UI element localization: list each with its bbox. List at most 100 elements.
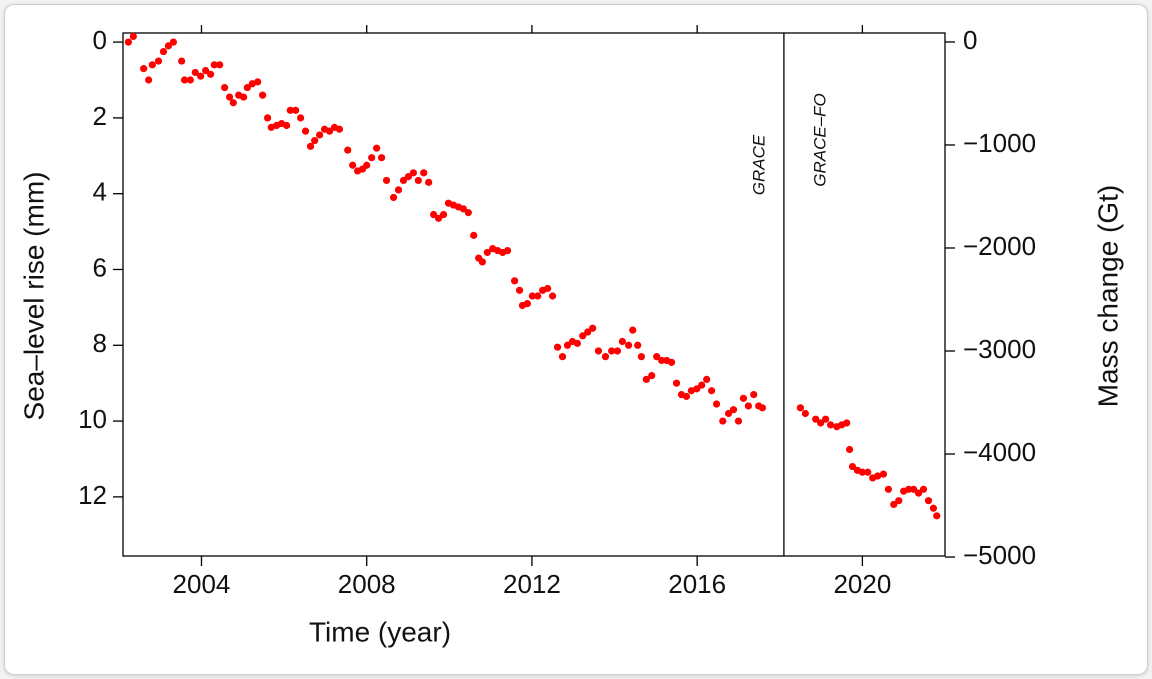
data-point bbox=[843, 419, 851, 427]
data-point bbox=[884, 485, 893, 493]
data-point bbox=[874, 472, 882, 480]
data-point bbox=[414, 176, 422, 185]
data-point bbox=[409, 169, 417, 177]
data-point bbox=[553, 343, 562, 351]
data-point bbox=[910, 485, 918, 493]
data-point bbox=[608, 347, 616, 355]
data-point bbox=[180, 76, 189, 84]
data-point bbox=[744, 402, 752, 410]
data-point bbox=[430, 210, 438, 219]
data-point bbox=[919, 485, 928, 493]
data-point bbox=[648, 372, 656, 380]
data-point bbox=[624, 341, 633, 349]
data-point bbox=[864, 468, 872, 476]
data-point bbox=[124, 38, 132, 46]
data-point bbox=[845, 445, 854, 454]
data-point bbox=[642, 375, 650, 383]
data-point bbox=[282, 121, 291, 130]
data-point bbox=[548, 292, 557, 300]
data-point bbox=[286, 106, 294, 114]
data-point bbox=[613, 347, 622, 355]
frame bbox=[4, 4, 1148, 675]
annotation: GRACE–FO bbox=[810, 93, 829, 187]
x-axis-title: Time (year) bbox=[309, 616, 451, 647]
data-point bbox=[259, 91, 267, 99]
data-point bbox=[682, 392, 691, 401]
data-point bbox=[534, 292, 542, 300]
data-point bbox=[719, 417, 727, 425]
data-point bbox=[703, 375, 711, 383]
data-point bbox=[154, 57, 163, 65]
y-tick-label: 6 bbox=[93, 252, 107, 282]
data-point bbox=[197, 72, 205, 80]
data-point bbox=[425, 178, 433, 186]
x-tick-label: 2016 bbox=[668, 569, 726, 599]
data-point bbox=[404, 173, 413, 181]
data-point bbox=[905, 485, 913, 493]
data-point bbox=[826, 421, 835, 429]
y2-tick-label: −1000 bbox=[963, 128, 1036, 158]
x-tick-label: 2020 bbox=[833, 569, 891, 599]
data-point bbox=[801, 409, 809, 418]
data-point bbox=[601, 353, 610, 361]
data-point bbox=[459, 205, 467, 213]
y2-tick-label: −5000 bbox=[963, 540, 1036, 570]
data-point bbox=[306, 142, 315, 150]
data-point bbox=[243, 83, 251, 92]
data-point bbox=[373, 144, 381, 152]
data-point bbox=[589, 324, 597, 332]
data-point bbox=[169, 38, 177, 46]
y-tick-label: 12 bbox=[78, 480, 107, 510]
data-point bbox=[316, 131, 324, 139]
data-point bbox=[216, 61, 224, 69]
data-point bbox=[335, 125, 344, 133]
data-point bbox=[349, 161, 357, 169]
data-point bbox=[579, 332, 587, 340]
y2-tick-label: 0 bbox=[963, 25, 977, 55]
data-point bbox=[478, 258, 486, 266]
y-axis-title: Sea–level rise (mm) bbox=[18, 172, 49, 421]
data-point bbox=[734, 417, 743, 425]
y-tick-label: 4 bbox=[93, 177, 107, 207]
data-point bbox=[558, 353, 567, 361]
data-point bbox=[573, 339, 581, 347]
data-point bbox=[229, 99, 237, 107]
data-point bbox=[914, 489, 923, 497]
data-point bbox=[672, 379, 681, 387]
data-point bbox=[225, 93, 234, 101]
data-point bbox=[206, 70, 215, 78]
data-point bbox=[221, 83, 229, 92]
data-point bbox=[389, 193, 398, 202]
data-point bbox=[510, 277, 519, 285]
data-point bbox=[148, 61, 156, 69]
data-point bbox=[523, 299, 531, 308]
data-point bbox=[399, 176, 408, 185]
data-point bbox=[191, 68, 199, 77]
y-tick-label: 2 bbox=[93, 101, 107, 131]
data-point bbox=[145, 76, 153, 84]
data-point bbox=[890, 500, 898, 509]
data-point bbox=[311, 137, 319, 145]
data-point bbox=[434, 214, 443, 222]
data-point bbox=[159, 47, 168, 56]
data-point bbox=[693, 385, 701, 393]
data-point bbox=[382, 176, 391, 185]
data-point bbox=[594, 347, 603, 355]
data-point bbox=[929, 504, 938, 512]
data-point bbox=[812, 415, 820, 423]
data-point bbox=[528, 292, 536, 300]
data-point bbox=[129, 32, 137, 41]
data-point bbox=[724, 409, 733, 418]
data-point bbox=[394, 186, 403, 194]
data-point bbox=[210, 61, 218, 69]
data-point bbox=[544, 284, 552, 293]
data-point bbox=[618, 337, 626, 346]
y-tick-label: 8 bbox=[93, 328, 107, 358]
data-point bbox=[822, 415, 830, 423]
x-tick-label: 2012 bbox=[503, 569, 561, 599]
data-point bbox=[653, 353, 661, 361]
data-point bbox=[879, 470, 888, 478]
y2-tick-label: −2000 bbox=[963, 231, 1036, 261]
